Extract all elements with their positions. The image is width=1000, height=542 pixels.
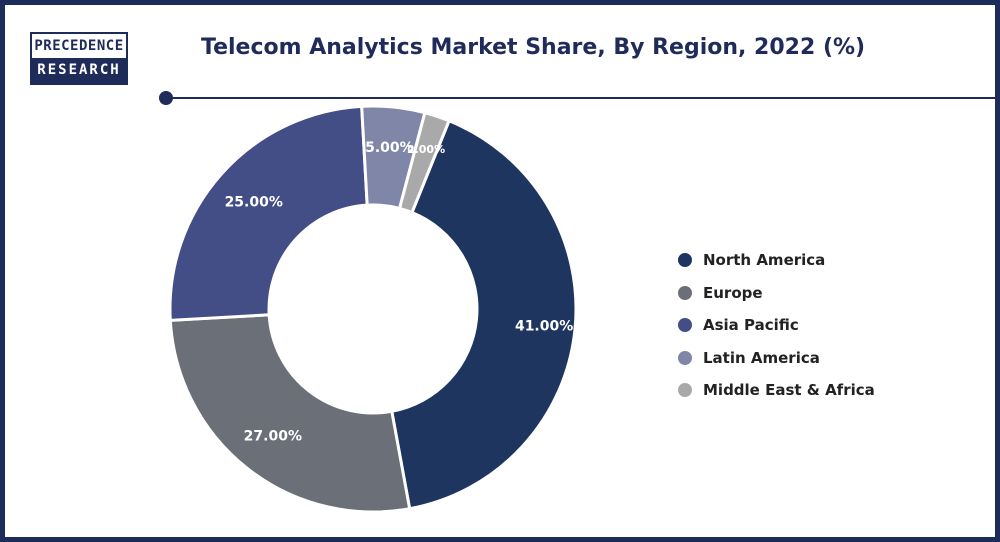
data-label-latin-america: 5.00% — [365, 140, 414, 156]
logo-top-text: PRECEDENCE — [34, 38, 124, 54]
data-label-asia-pacific: 25.00% — [225, 194, 283, 210]
chart-legend: North America Europe Asia Pacific Latin Ame… — [678, 244, 875, 407]
slice-asia-pacific — [168, 104, 369, 322]
legend-swatch-middle-east-africa — [678, 383, 692, 398]
legend-item-latin-america: Latin America — [678, 342, 875, 375]
legend-swatch-asia-pacific — [678, 318, 692, 333]
slice-europe — [168, 313, 412, 514]
legend-swatch-europe — [678, 285, 692, 300]
legend-label-asia-pacific: Asia Pacific — [703, 316, 799, 335]
slice-middle-east-africa — [397, 110, 451, 215]
legend-item-europe: Europe — [678, 277, 875, 310]
legend-label-europe: Europe — [703, 283, 763, 302]
precedence-research-logo: PRECEDENCE RESEARCH — [30, 32, 128, 85]
legend-item-north-america: North America — [678, 244, 875, 277]
legend-swatch-latin-america — [678, 350, 692, 365]
legend-label-north-america: North America — [703, 251, 826, 270]
legend-swatch-north-america — [678, 253, 692, 268]
legend-item-asia-pacific: Asia Pacific — [678, 309, 875, 342]
legend-label-latin-america: Latin America — [703, 348, 820, 367]
data-label-middle-east-africa: 2.00% — [407, 143, 445, 156]
legend-label-middle-east-africa: Middle East & Africa — [703, 381, 875, 400]
title-rule — [165, 97, 995, 99]
data-label-north-america: 41.00% — [515, 318, 573, 334]
logo-bottom-text: RESEARCH — [32, 58, 126, 83]
legend-item-middle-east-africa: Middle East & Africa — [678, 374, 875, 407]
data-label-europe: 27.00% — [244, 428, 302, 444]
slice-north-america — [390, 118, 578, 511]
chart-title: Telecom Analytics Market Share, By Regio… — [201, 35, 866, 60]
